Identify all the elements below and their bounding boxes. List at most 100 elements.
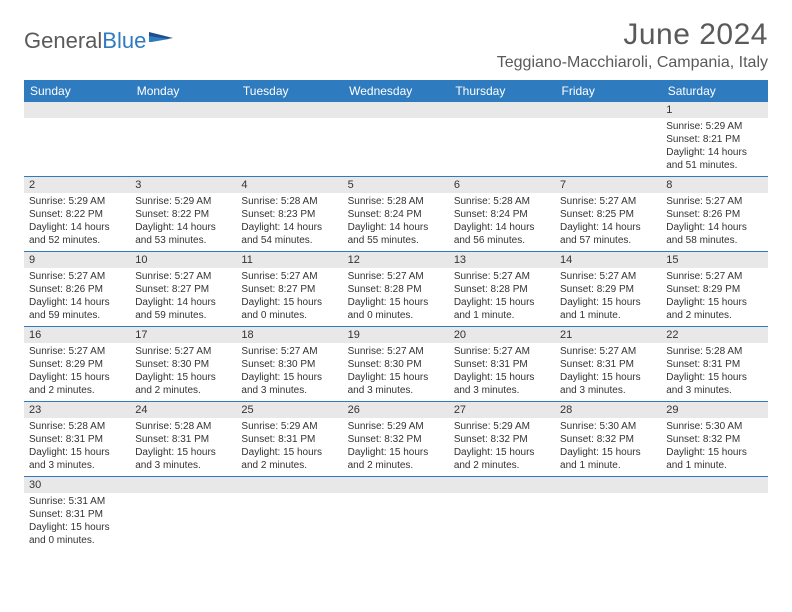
day-number: 30 [24, 477, 130, 493]
sunset-text: Sunset: 8:31 PM [29, 508, 125, 521]
sunrise-text: Sunrise: 5:27 AM [348, 270, 444, 283]
day-details: Sunrise: 5:27 AMSunset: 8:28 PMDaylight:… [449, 268, 555, 326]
calendar-day-cell: 26Sunrise: 5:29 AMSunset: 8:32 PMDayligh… [343, 402, 449, 477]
calendar-day-cell [343, 477, 449, 552]
daylight-text: Daylight: 14 hours and 59 minutes. [135, 296, 231, 322]
day-number: 5 [343, 177, 449, 193]
day-number: 7 [555, 177, 661, 193]
calendar-day-cell: 2Sunrise: 5:29 AMSunset: 8:22 PMDaylight… [24, 177, 130, 252]
daylight-text: Daylight: 15 hours and 2 minutes. [135, 371, 231, 397]
location-subtitle: Teggiano-Macchiaroli, Campania, Italy [497, 54, 768, 72]
daylight-text: Daylight: 15 hours and 3 minutes. [454, 371, 550, 397]
calendar-day-cell: 21Sunrise: 5:27 AMSunset: 8:31 PMDayligh… [555, 327, 661, 402]
day-details [449, 118, 555, 170]
daylight-text: Daylight: 14 hours and 53 minutes. [135, 221, 231, 247]
sunset-text: Sunset: 8:31 PM [560, 358, 656, 371]
day-number: 25 [236, 402, 342, 418]
sunrise-text: Sunrise: 5:28 AM [241, 195, 337, 208]
day-number [555, 102, 661, 118]
daylight-text: Daylight: 15 hours and 2 minutes. [29, 371, 125, 397]
sunset-text: Sunset: 8:29 PM [29, 358, 125, 371]
weekday-header: Sunday [24, 80, 130, 102]
day-number: 21 [555, 327, 661, 343]
calendar-day-cell [555, 477, 661, 552]
day-details [130, 118, 236, 170]
calendar-day-cell: 9Sunrise: 5:27 AMSunset: 8:26 PMDaylight… [24, 252, 130, 327]
calendar-day-cell [449, 477, 555, 552]
day-details: Sunrise: 5:27 AMSunset: 8:30 PMDaylight:… [343, 343, 449, 401]
sunset-text: Sunset: 8:24 PM [348, 208, 444, 221]
sunrise-text: Sunrise: 5:31 AM [29, 495, 125, 508]
sunset-text: Sunset: 8:29 PM [560, 283, 656, 296]
daylight-text: Daylight: 14 hours and 52 minutes. [29, 221, 125, 247]
day-number: 16 [24, 327, 130, 343]
sunrise-text: Sunrise: 5:29 AM [135, 195, 231, 208]
calendar-day-cell: 16Sunrise: 5:27 AMSunset: 8:29 PMDayligh… [24, 327, 130, 402]
calendar-day-cell: 24Sunrise: 5:28 AMSunset: 8:31 PMDayligh… [130, 402, 236, 477]
sunset-text: Sunset: 8:31 PM [135, 433, 231, 446]
day-details: Sunrise: 5:27 AMSunset: 8:31 PMDaylight:… [555, 343, 661, 401]
sunrise-text: Sunrise: 5:27 AM [454, 345, 550, 358]
calendar-day-cell [236, 477, 342, 552]
day-number: 3 [130, 177, 236, 193]
daylight-text: Daylight: 15 hours and 2 minutes. [666, 296, 762, 322]
sunrise-text: Sunrise: 5:27 AM [560, 195, 656, 208]
day-details: Sunrise: 5:27 AMSunset: 8:27 PMDaylight:… [130, 268, 236, 326]
sunset-text: Sunset: 8:29 PM [666, 283, 762, 296]
sunset-text: Sunset: 8:31 PM [29, 433, 125, 446]
day-number [236, 102, 342, 118]
day-details: Sunrise: 5:27 AMSunset: 8:27 PMDaylight:… [236, 268, 342, 326]
day-details [130, 493, 236, 545]
sunrise-text: Sunrise: 5:28 AM [135, 420, 231, 433]
day-details: Sunrise: 5:27 AMSunset: 8:29 PMDaylight:… [555, 268, 661, 326]
day-number: 1 [661, 102, 767, 118]
day-details [449, 493, 555, 545]
daylight-text: Daylight: 15 hours and 1 minute. [666, 446, 762, 472]
calendar-week-row: 9Sunrise: 5:27 AMSunset: 8:26 PMDaylight… [24, 252, 768, 327]
calendar-day-cell: 11Sunrise: 5:27 AMSunset: 8:27 PMDayligh… [236, 252, 342, 327]
calendar-day-cell: 23Sunrise: 5:28 AMSunset: 8:31 PMDayligh… [24, 402, 130, 477]
sunrise-text: Sunrise: 5:29 AM [454, 420, 550, 433]
sunrise-text: Sunrise: 5:27 AM [666, 195, 762, 208]
calendar-day-cell [236, 102, 342, 177]
day-details [24, 118, 130, 170]
sunrise-text: Sunrise: 5:27 AM [29, 270, 125, 283]
day-details: Sunrise: 5:27 AMSunset: 8:29 PMDaylight:… [661, 268, 767, 326]
sunrise-text: Sunrise: 5:27 AM [241, 345, 337, 358]
sunrise-text: Sunrise: 5:30 AM [666, 420, 762, 433]
sunset-text: Sunset: 8:26 PM [29, 283, 125, 296]
day-number [24, 102, 130, 118]
day-details: Sunrise: 5:27 AMSunset: 8:30 PMDaylight:… [130, 343, 236, 401]
calendar-day-cell: 3Sunrise: 5:29 AMSunset: 8:22 PMDaylight… [130, 177, 236, 252]
day-details: Sunrise: 5:29 AMSunset: 8:32 PMDaylight:… [449, 418, 555, 476]
day-details: Sunrise: 5:30 AMSunset: 8:32 PMDaylight:… [555, 418, 661, 476]
sunrise-text: Sunrise: 5:28 AM [454, 195, 550, 208]
daylight-text: Daylight: 15 hours and 2 minutes. [348, 446, 444, 472]
sunrise-text: Sunrise: 5:28 AM [666, 345, 762, 358]
day-number: 12 [343, 252, 449, 268]
calendar-day-cell: 7Sunrise: 5:27 AMSunset: 8:25 PMDaylight… [555, 177, 661, 252]
daylight-text: Daylight: 15 hours and 3 minutes. [241, 371, 337, 397]
title-block: June 2024 Teggiano-Macchiaroli, Campania… [497, 18, 768, 72]
daylight-text: Daylight: 15 hours and 2 minutes. [454, 446, 550, 472]
calendar-day-cell: 25Sunrise: 5:29 AMSunset: 8:31 PMDayligh… [236, 402, 342, 477]
day-details [555, 118, 661, 170]
sunset-text: Sunset: 8:23 PM [241, 208, 337, 221]
calendar-day-cell [24, 102, 130, 177]
calendar-day-cell [661, 477, 767, 552]
sunset-text: Sunset: 8:30 PM [135, 358, 231, 371]
day-number: 2 [24, 177, 130, 193]
weekday-header: Friday [555, 80, 661, 102]
day-details [343, 118, 449, 170]
daylight-text: Daylight: 15 hours and 1 minute. [560, 296, 656, 322]
calendar-day-cell [449, 102, 555, 177]
daylight-text: Daylight: 14 hours and 58 minutes. [666, 221, 762, 247]
weekday-header: Thursday [449, 80, 555, 102]
day-number [343, 102, 449, 118]
day-details [236, 118, 342, 170]
calendar-week-row: 30Sunrise: 5:31 AMSunset: 8:31 PMDayligh… [24, 477, 768, 552]
sunset-text: Sunset: 8:21 PM [666, 133, 762, 146]
day-details: Sunrise: 5:27 AMSunset: 8:25 PMDaylight:… [555, 193, 661, 251]
day-details: Sunrise: 5:27 AMSunset: 8:31 PMDaylight:… [449, 343, 555, 401]
daylight-text: Daylight: 14 hours and 56 minutes. [454, 221, 550, 247]
